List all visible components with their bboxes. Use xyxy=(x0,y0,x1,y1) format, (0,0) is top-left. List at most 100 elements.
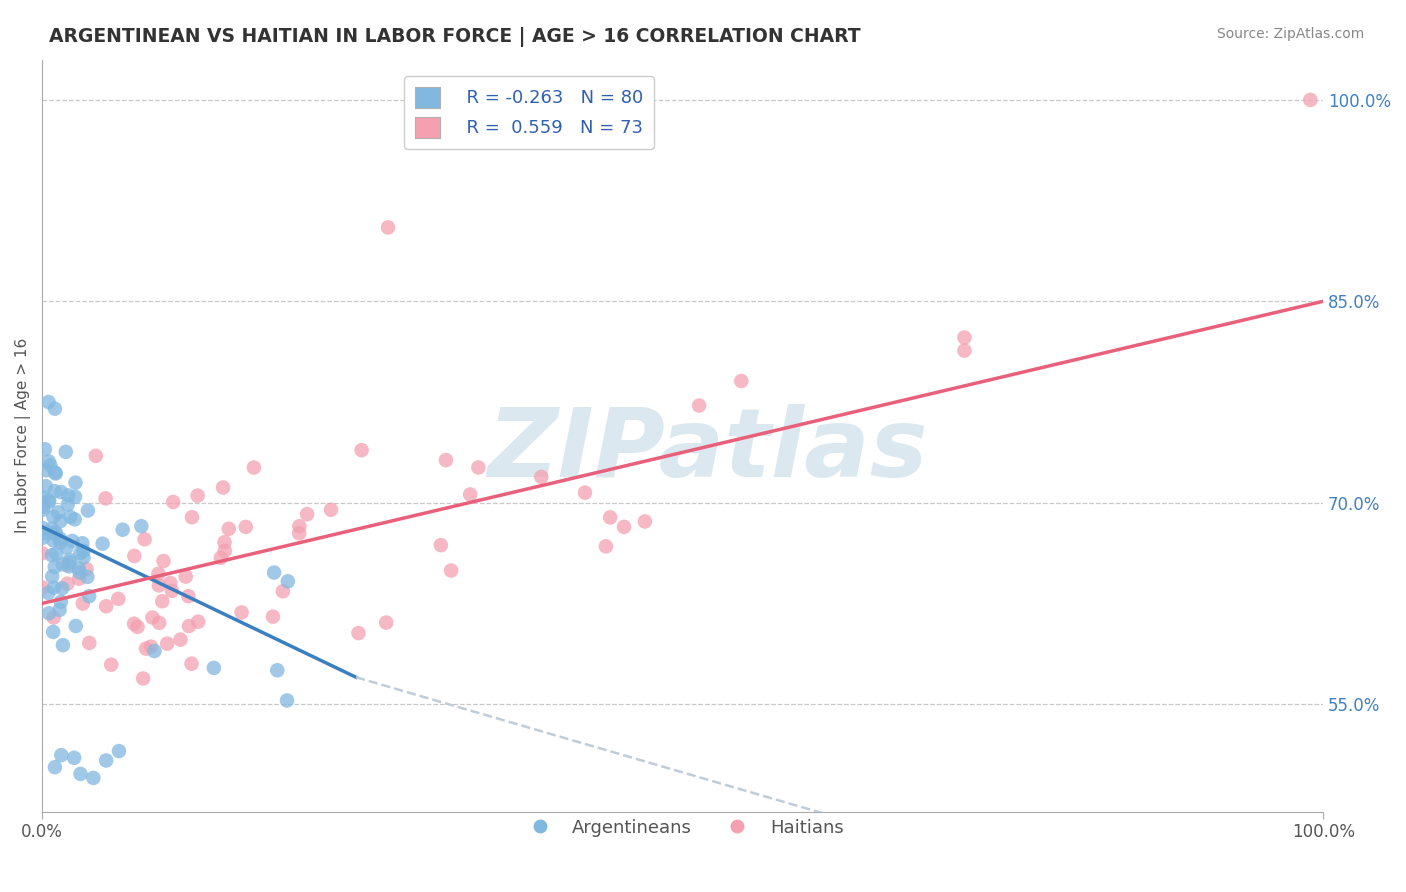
Point xyxy=(152,554,174,568)
Point xyxy=(218,522,240,536)
Point xyxy=(69,546,91,560)
Point xyxy=(72,544,94,558)
Point xyxy=(32,502,55,516)
Point xyxy=(49,532,72,546)
Point xyxy=(76,570,98,584)
Point xyxy=(38,454,60,468)
Point xyxy=(271,584,294,599)
Point xyxy=(134,533,156,547)
Point xyxy=(39,458,62,473)
Point xyxy=(174,569,197,583)
Point xyxy=(235,520,257,534)
Point xyxy=(96,754,118,768)
Point xyxy=(139,640,162,654)
Point xyxy=(56,576,79,591)
Point xyxy=(49,485,72,500)
Point xyxy=(375,615,398,630)
Point xyxy=(141,610,163,624)
Point xyxy=(42,610,65,624)
Point xyxy=(60,533,83,548)
Point xyxy=(263,566,285,580)
Point xyxy=(49,595,72,609)
Point xyxy=(35,479,58,493)
Point xyxy=(72,550,94,565)
Point xyxy=(84,449,107,463)
Point xyxy=(56,558,79,572)
Point xyxy=(127,620,149,634)
Text: ZIPatlas: ZIPatlas xyxy=(488,404,928,497)
Point xyxy=(613,520,636,534)
Point xyxy=(209,550,232,565)
Point xyxy=(38,494,60,508)
Point xyxy=(187,615,209,629)
Point xyxy=(41,525,63,540)
Point xyxy=(288,519,311,533)
Point xyxy=(38,493,60,508)
Point xyxy=(1299,93,1322,107)
Point xyxy=(35,463,58,477)
Point xyxy=(599,510,621,524)
Point xyxy=(634,515,657,529)
Point xyxy=(44,526,66,541)
Point xyxy=(530,470,553,484)
Point xyxy=(124,549,146,563)
Point xyxy=(51,581,73,595)
Point xyxy=(277,574,299,589)
Point xyxy=(42,581,65,595)
Point xyxy=(37,586,59,600)
Point xyxy=(148,615,170,630)
Point xyxy=(276,693,298,707)
Point xyxy=(79,636,101,650)
Point xyxy=(34,442,56,457)
Point xyxy=(55,445,77,459)
Point xyxy=(148,566,170,581)
Point xyxy=(295,507,318,521)
Point xyxy=(48,603,70,617)
Point xyxy=(319,502,342,516)
Point xyxy=(41,548,63,562)
Text: ARGENTINEAN VS HAITIAN IN LABOR FORCE | AGE > 16 CORRELATION CHART: ARGENTINEAN VS HAITIAN IN LABOR FORCE | … xyxy=(49,27,860,46)
Point xyxy=(58,488,80,502)
Point xyxy=(122,616,145,631)
Point xyxy=(49,514,72,528)
Point xyxy=(31,546,53,560)
Point xyxy=(38,395,60,409)
Point xyxy=(150,594,173,608)
Point xyxy=(467,460,489,475)
Point xyxy=(231,606,253,620)
Point xyxy=(160,583,183,598)
Point xyxy=(65,619,87,633)
Point xyxy=(52,558,75,572)
Point xyxy=(72,597,94,611)
Point xyxy=(131,519,153,533)
Point xyxy=(44,401,66,416)
Point xyxy=(262,609,284,624)
Point xyxy=(59,509,82,524)
Point xyxy=(63,512,86,526)
Point xyxy=(187,489,209,503)
Point xyxy=(434,453,457,467)
Point xyxy=(91,537,114,551)
Point xyxy=(730,374,752,388)
Point xyxy=(69,767,91,781)
Point xyxy=(42,624,65,639)
Point xyxy=(243,460,266,475)
Point xyxy=(132,672,155,686)
Point xyxy=(214,544,236,558)
Point xyxy=(46,505,69,519)
Point xyxy=(59,555,82,569)
Point xyxy=(156,637,179,651)
Y-axis label: In Labor Force | Age > 16: In Labor Force | Age > 16 xyxy=(15,338,31,533)
Point xyxy=(100,657,122,672)
Point xyxy=(202,661,225,675)
Point xyxy=(49,535,72,549)
Point xyxy=(65,475,87,490)
Point xyxy=(32,525,55,540)
Point xyxy=(169,632,191,647)
Point xyxy=(77,503,100,517)
Point xyxy=(44,466,66,480)
Point xyxy=(38,607,60,621)
Point xyxy=(51,748,73,763)
Point xyxy=(214,535,236,549)
Point xyxy=(32,491,55,505)
